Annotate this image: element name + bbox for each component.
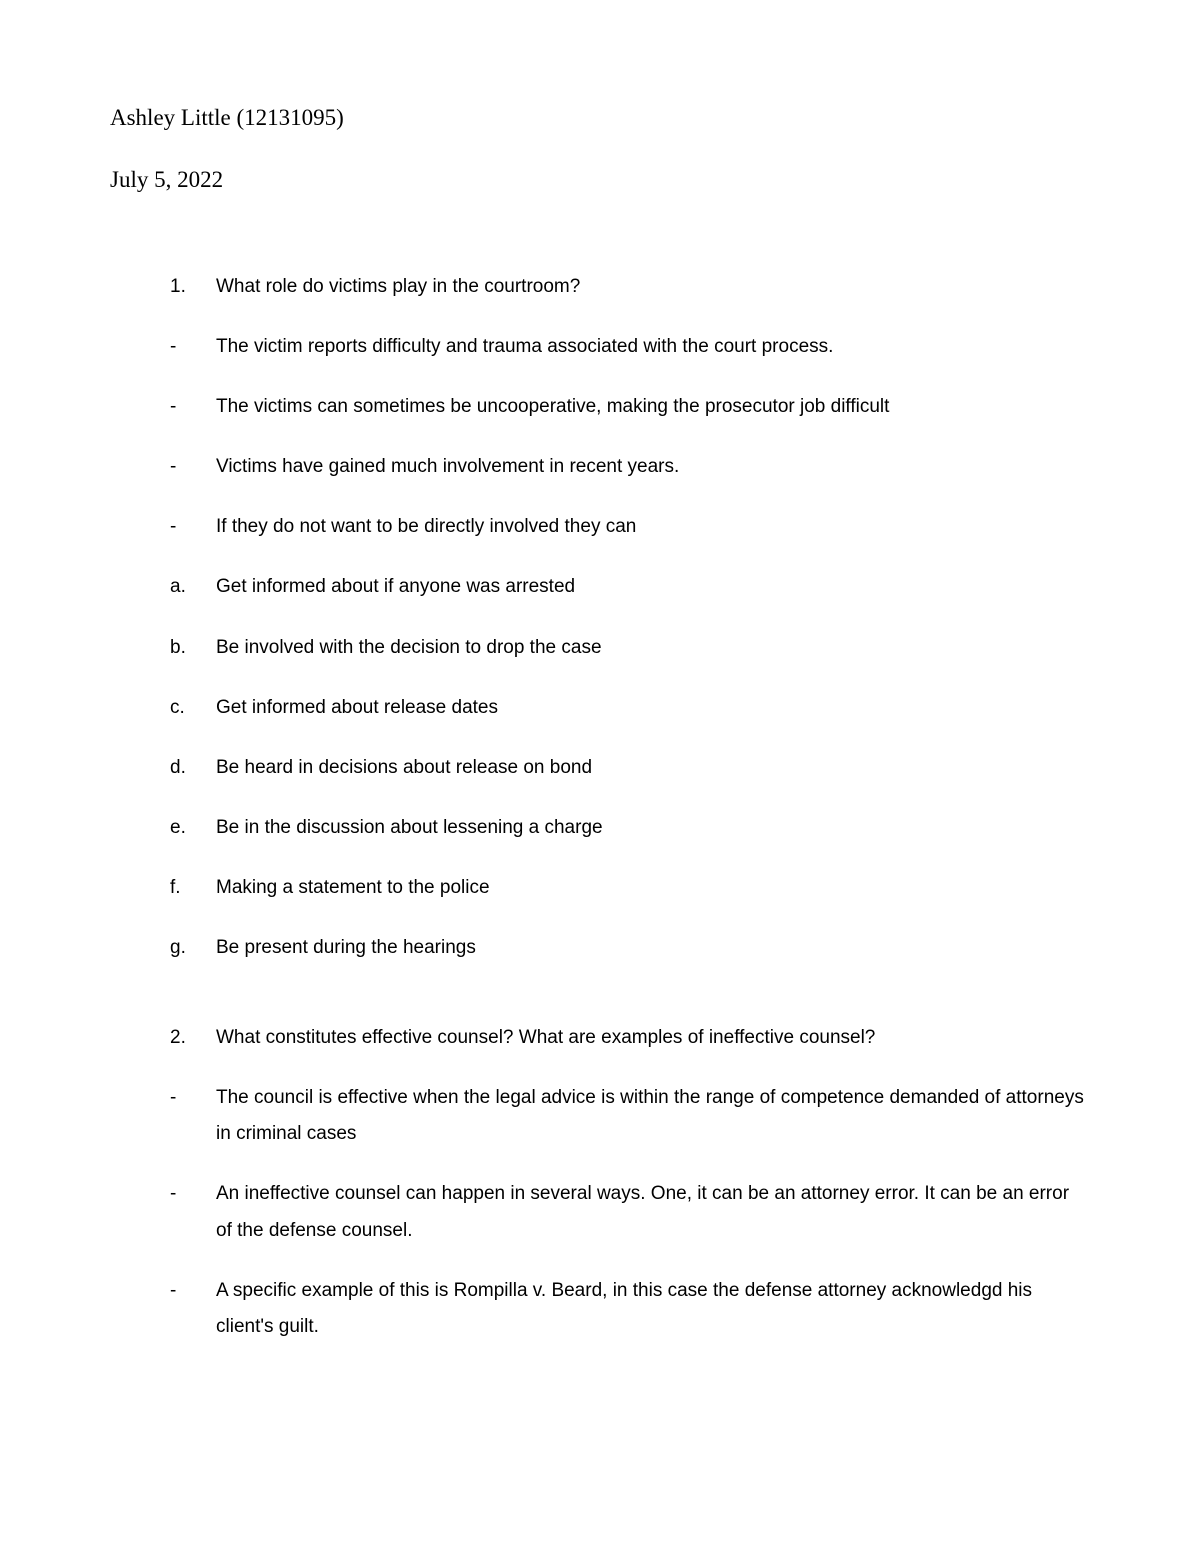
list-item: c.Get informed about release dates <box>170 690 1090 726</box>
list-marker: - <box>170 329 216 365</box>
list-item: -An ineffective counsel can happen in se… <box>170 1176 1090 1248</box>
list-item: -The victims can sometimes be uncooperat… <box>170 389 1090 425</box>
list-marker: 2. <box>170 1020 216 1056</box>
list-text: The victims can sometimes be uncooperati… <box>216 389 1090 425</box>
section-gap <box>170 990 1090 1020</box>
list-marker: f. <box>170 870 216 906</box>
list-text: Get informed about if anyone was arreste… <box>216 569 1090 605</box>
list-text: The victim reports difficulty and trauma… <box>216 329 1090 365</box>
list-marker: - <box>170 389 216 425</box>
list-text: Be present during the hearings <box>216 930 1090 966</box>
list-text: Making a statement to the police <box>216 870 1090 906</box>
list-item: f.Making a statement to the police <box>170 870 1090 906</box>
list-item: 2.What constitutes effective counsel? Wh… <box>170 1020 1090 1056</box>
document-content: 1.What role do victims play in the court… <box>110 229 1090 1345</box>
list-text: What constitutes effective counsel? What… <box>216 1020 1090 1056</box>
list-text: A specific example of this is Rompilla v… <box>216 1273 1090 1345</box>
author-name: Ashley Little (12131095) <box>110 105 1090 131</box>
list-marker: g. <box>170 930 216 966</box>
list-item: -If they do not want to be directly invo… <box>170 509 1090 545</box>
list-marker: - <box>170 1080 216 1116</box>
list-item: -The victim reports difficulty and traum… <box>170 329 1090 365</box>
list-marker: d. <box>170 750 216 786</box>
list-marker: - <box>170 1176 216 1212</box>
list-marker: a. <box>170 569 216 605</box>
list-item: -A specific example of this is Rompilla … <box>170 1273 1090 1345</box>
list-text: What role do victims play in the courtro… <box>216 269 1090 305</box>
list-text: If they do not want to be directly invol… <box>216 509 1090 545</box>
list-item: -Victims have gained much involvement in… <box>170 449 1090 485</box>
list-item: 1.What role do victims play in the court… <box>170 269 1090 305</box>
list-marker: - <box>170 1273 216 1309</box>
list-item: g.Be present during the hearings <box>170 930 1090 966</box>
list-text: The council is effective when the legal … <box>216 1080 1090 1152</box>
document-date: July 5, 2022 <box>110 167 1090 193</box>
list-marker: b. <box>170 630 216 666</box>
list-item: e.Be in the discussion about lessening a… <box>170 810 1090 846</box>
list-marker: 1. <box>170 269 216 305</box>
list-item: d.Be heard in decisions about release on… <box>170 750 1090 786</box>
list-marker: - <box>170 509 216 545</box>
list-text: Be in the discussion about lessening a c… <box>216 810 1090 846</box>
document-page: Ashley Little (12131095) July 5, 2022 1.… <box>0 0 1200 1345</box>
list-text: Get informed about release dates <box>216 690 1090 726</box>
list-marker: - <box>170 449 216 485</box>
list-marker: e. <box>170 810 216 846</box>
list-text: Be involved with the decision to drop th… <box>216 630 1090 666</box>
list-text: Be heard in decisions about release on b… <box>216 750 1090 786</box>
list-text: An ineffective counsel can happen in sev… <box>216 1176 1090 1248</box>
list-item: b.Be involved with the decision to drop … <box>170 630 1090 666</box>
list-item: a.Get informed about if anyone was arres… <box>170 569 1090 605</box>
list-item: -The council is effective when the legal… <box>170 1080 1090 1152</box>
list-marker: c. <box>170 690 216 726</box>
list-text: Victims have gained much involvement in … <box>216 449 1090 485</box>
